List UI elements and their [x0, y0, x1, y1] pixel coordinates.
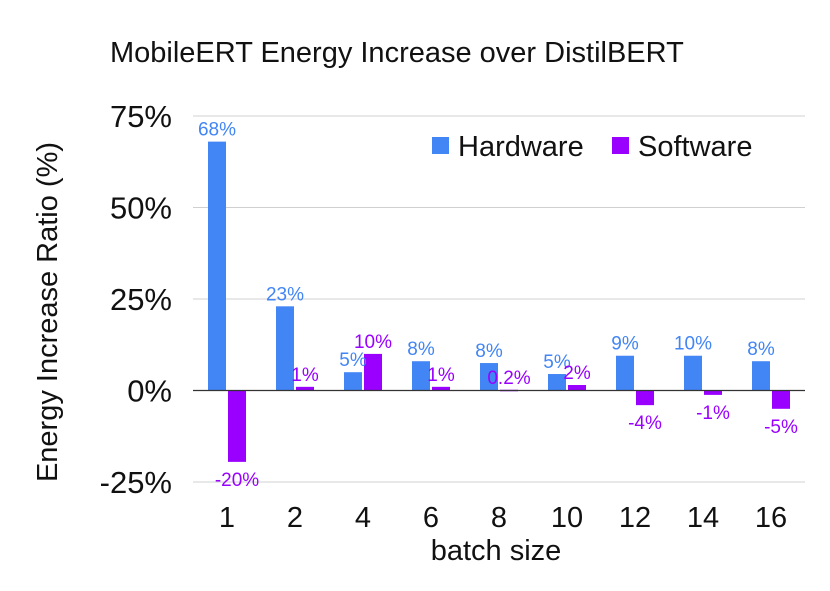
data-label-software: -4% — [628, 413, 662, 434]
bar-software — [296, 386, 314, 391]
bar-hardware — [208, 141, 226, 391]
legend: Hardware Software — [432, 131, 752, 163]
bar-software — [228, 390, 246, 462]
x-tick-label: 4 — [355, 502, 371, 534]
x-tick-label: 10 — [551, 502, 583, 534]
bar-hardware — [276, 306, 294, 391]
bar-software — [568, 385, 586, 391]
gridlines — [193, 115, 805, 483]
data-label-software: 2% — [563, 363, 591, 384]
data-label-software: 0.2% — [487, 368, 530, 389]
bars — [208, 141, 790, 462]
data-label-hardware: 8% — [475, 341, 503, 362]
bar-hardware — [344, 372, 362, 391]
y-ticks: 75% 50% 25% 0% -25% — [100, 99, 172, 500]
x-tick-label: 12 — [619, 502, 651, 534]
bar-hardware — [684, 355, 702, 391]
bar-software — [704, 390, 722, 395]
legend-label-software: Software — [638, 131, 752, 163]
bar-hardware — [616, 355, 634, 391]
data-label-software: -20% — [215, 470, 259, 491]
legend-swatch-software — [612, 137, 629, 154]
bar-hardware — [412, 361, 430, 391]
data-label-hardware: 9% — [611, 334, 639, 355]
y-axis-title: Energy Increase Ratio (%) — [32, 142, 64, 482]
bar-software — [432, 386, 450, 391]
data-label-hardware: 5% — [543, 352, 571, 373]
bar-software — [636, 390, 654, 406]
bar-software — [364, 353, 382, 391]
x-ticks: 1 2 4 6 8 10 12 14 16 — [219, 502, 787, 534]
x-tick-label: 16 — [755, 502, 787, 534]
legend-swatch-hardware — [432, 137, 449, 154]
x-tick-label: 8 — [491, 502, 507, 534]
chart-title: MobileERT Energy Increase over DistilBER… — [110, 37, 684, 69]
x-tick-label: 2 — [287, 502, 303, 534]
y-tick-label: 25% — [110, 282, 172, 317]
data-labels: 68%-20%23%1%5%10% 8%1%8%0.2%5%2%9%-4%10%-… — [198, 120, 798, 491]
legend-label-hardware: Hardware — [458, 131, 584, 163]
data-label-software: -1% — [696, 403, 730, 424]
y-tick-label: -25% — [100, 465, 172, 500]
data-label-software: 1% — [291, 365, 319, 386]
data-label-hardware: 23% — [266, 284, 304, 305]
y-tick-label: 75% — [110, 99, 172, 134]
bar-hardware — [752, 361, 770, 391]
x-tick-label: 1 — [219, 502, 235, 534]
x-tick-label: 6 — [423, 502, 439, 534]
data-label-hardware: 8% — [407, 339, 435, 360]
data-label-hardware: 68% — [198, 120, 236, 141]
x-tick-label: 14 — [687, 502, 719, 534]
data-label-software: 1% — [427, 365, 455, 386]
data-label-software: 10% — [354, 332, 392, 353]
bar-hardware — [548, 374, 566, 391]
y-tick-label: 0% — [127, 374, 172, 409]
x-axis-title: batch size — [431, 535, 562, 567]
bar-software — [772, 390, 790, 409]
y-tick-label: 50% — [110, 191, 172, 226]
data-label-hardware: 5% — [339, 350, 367, 371]
data-label-software: -5% — [764, 417, 798, 438]
bar-hardware — [480, 363, 498, 391]
data-label-hardware: 8% — [747, 339, 775, 360]
data-label-hardware: 10% — [674, 334, 712, 355]
